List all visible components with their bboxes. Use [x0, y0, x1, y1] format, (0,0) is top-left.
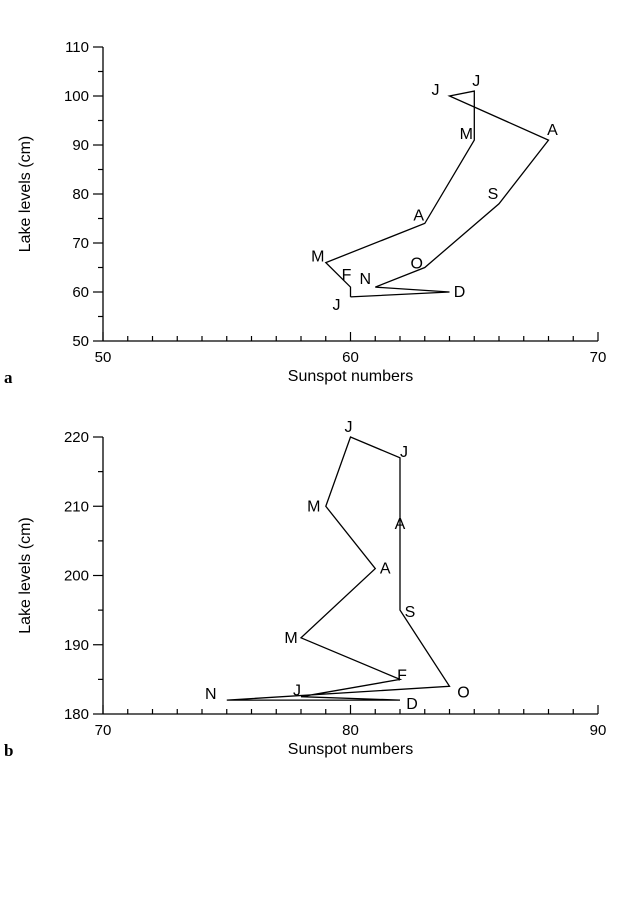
- point-label: J: [400, 444, 408, 461]
- point-label: A: [547, 122, 558, 139]
- y-axis-title: Lake levels (cm): [17, 517, 34, 633]
- y-tick-label: 50: [72, 333, 89, 350]
- series-line: [324, 90, 550, 298]
- x-tick-label: 60: [342, 349, 359, 366]
- y-tick-label: 70: [72, 235, 89, 252]
- x-tick-label: 80: [342, 722, 359, 739]
- y-axis-title: Lake levels (cm): [17, 136, 34, 252]
- point-label: O: [411, 256, 423, 273]
- point-label: N: [359, 271, 371, 288]
- y-tick-label: 190: [64, 637, 89, 654]
- point-label: J: [293, 683, 301, 700]
- point-label: M: [460, 126, 473, 143]
- point-label: F: [342, 267, 352, 284]
- point-label: J: [333, 297, 341, 314]
- panel-a: 50 60 70 50 60 70 80 90 100 110 Sunspot numbers Lak…: [4, 39, 606, 387]
- point-label: M: [284, 630, 297, 647]
- point-label: J: [472, 73, 480, 90]
- x-tick-label: 70: [95, 722, 112, 739]
- y-tick-label: 100: [64, 88, 89, 105]
- point-label: O: [457, 684, 469, 701]
- point-label: N: [205, 686, 217, 703]
- series-line: [226, 436, 451, 701]
- y-tick-label: 110: [65, 39, 89, 56]
- point-label: J: [432, 82, 440, 99]
- point-label: F: [397, 667, 407, 684]
- y-tick-label: 220: [64, 429, 89, 446]
- point-label: S: [405, 604, 416, 621]
- point-label: A: [413, 207, 424, 224]
- x-axis-title: Sunspot numbers: [288, 368, 413, 385]
- y-tick-label: 90: [72, 137, 89, 154]
- panel-label: b: [4, 741, 13, 760]
- point-label: D: [406, 696, 418, 713]
- y-tick-label: 80: [72, 186, 89, 203]
- y-tick-label: 60: [72, 284, 89, 301]
- y-tick-label: 180: [64, 706, 89, 723]
- x-axis-title: Sunspot numbers: [288, 741, 413, 758]
- y-tick-label: 210: [64, 498, 89, 515]
- y-tick-label: 200: [64, 568, 89, 585]
- panel-b: 70 80 90 180 190 200 210 220 Sunspot numbers Lake…: [4, 419, 606, 760]
- point-label: M: [307, 498, 320, 515]
- point-label: D: [454, 284, 466, 301]
- point-label: S: [488, 186, 499, 203]
- point-label: A: [395, 516, 406, 533]
- point-label: M: [311, 249, 324, 266]
- point-label: A: [380, 561, 391, 578]
- x-tick-label: 50: [95, 349, 112, 366]
- x-tick-label: 70: [590, 349, 607, 366]
- x-tick-label: 90: [590, 722, 607, 739]
- point-label: J: [345, 419, 353, 436]
- panel-label: a: [4, 368, 13, 387]
